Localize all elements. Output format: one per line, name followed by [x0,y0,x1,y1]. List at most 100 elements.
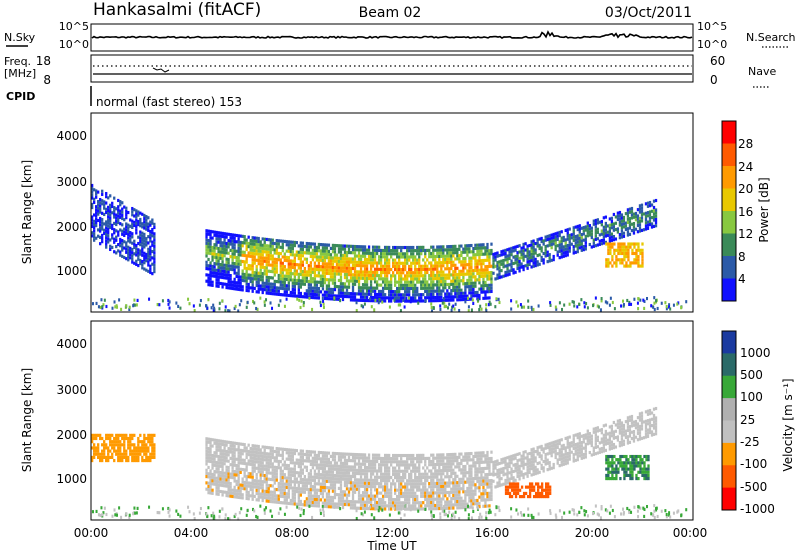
power-cell [646,204,650,208]
power-cell [313,289,317,293]
power-cell [424,277,427,281]
power-cell [385,258,389,262]
power-cell [221,234,224,239]
power-cell [532,242,535,246]
power-cell [490,286,493,290]
power-cell [387,252,391,256]
power-cell [215,274,218,279]
power-cell [219,231,222,235]
power-cell [233,239,236,244]
power-cell [285,258,288,263]
power-cell [456,254,459,258]
power-cell [408,299,411,303]
power-cell [650,225,654,229]
velocity-cell [303,503,307,507]
velocity-cell [251,475,254,479]
power-cell [311,255,315,259]
power-cell [370,305,373,309]
velocity-cell [426,488,429,492]
power-cell [387,299,391,303]
power-cell [635,242,638,246]
power-cell [357,260,361,265]
power-cell [420,274,423,278]
power-cell [217,281,220,285]
power-cell [600,232,603,236]
power-cell [594,237,597,241]
velocity-cell [277,466,280,470]
power-cell [153,266,156,271]
power-cell [439,307,442,312]
power-cell [470,278,473,282]
power-cell [215,278,218,282]
power-cell [293,275,296,279]
power-cell [518,263,521,267]
power-cell [243,279,246,283]
velocity-cell [237,457,240,462]
power-cell [305,251,309,255]
power-cell [626,214,630,218]
power-cell [500,253,503,257]
power-cell [375,264,379,268]
power-cell [137,210,140,214]
power-cell [291,253,294,257]
power-cell [444,292,447,296]
velocity-cell [311,450,315,454]
velocity-cell [373,466,377,470]
power-cell [325,265,329,269]
power-cell [121,216,124,221]
power-cell [329,294,333,298]
power-cell [548,243,551,247]
power-cell [228,309,231,313]
velocity-cell [392,472,395,476]
power-cell [289,278,292,282]
velocity-cell [241,449,244,453]
power-cell [516,254,519,258]
power-cell [484,265,487,269]
power-cell [387,245,391,250]
power-cell [454,295,457,299]
velocity-cell [383,479,387,483]
power-cell [323,255,327,260]
velocity-cell [321,463,325,467]
power-cell [412,293,415,297]
velocity-cell [422,494,425,498]
power-cell [281,280,284,284]
power-cell [221,269,224,273]
power-cell [343,282,347,286]
power-cell [251,248,254,252]
power-cell [470,243,473,248]
power-cell [626,298,629,303]
velocity-cell [265,455,268,459]
power-cell [432,280,435,284]
power-cell [283,283,286,288]
power-cell [135,243,138,248]
velocity-cell [428,463,431,467]
velocity-cell [363,459,367,463]
power-cell [133,252,136,256]
velocity-cell [383,456,387,461]
velocity-cell [313,504,317,508]
power-cell [540,249,543,253]
power-cell [99,201,102,205]
power-cell [131,241,134,245]
power-cell [123,230,126,234]
power-cell [255,274,258,278]
power-cell [426,264,429,268]
power-cell [235,262,238,266]
power-cell [530,265,533,269]
power-cell [464,294,467,298]
power-cell [325,262,329,266]
velocity-cell [329,470,333,474]
power-cell [97,228,100,232]
power-cell [496,267,499,271]
power-colorbar-segment [722,256,736,279]
velocity-cell [227,481,230,485]
power-cell [460,244,463,248]
power-cell [345,269,349,273]
velocity-cell [347,481,351,485]
power-cell [430,286,433,290]
velocity-cell [315,491,319,495]
power-cell [522,264,525,269]
power-cell [243,238,246,242]
power-cell [620,213,624,217]
